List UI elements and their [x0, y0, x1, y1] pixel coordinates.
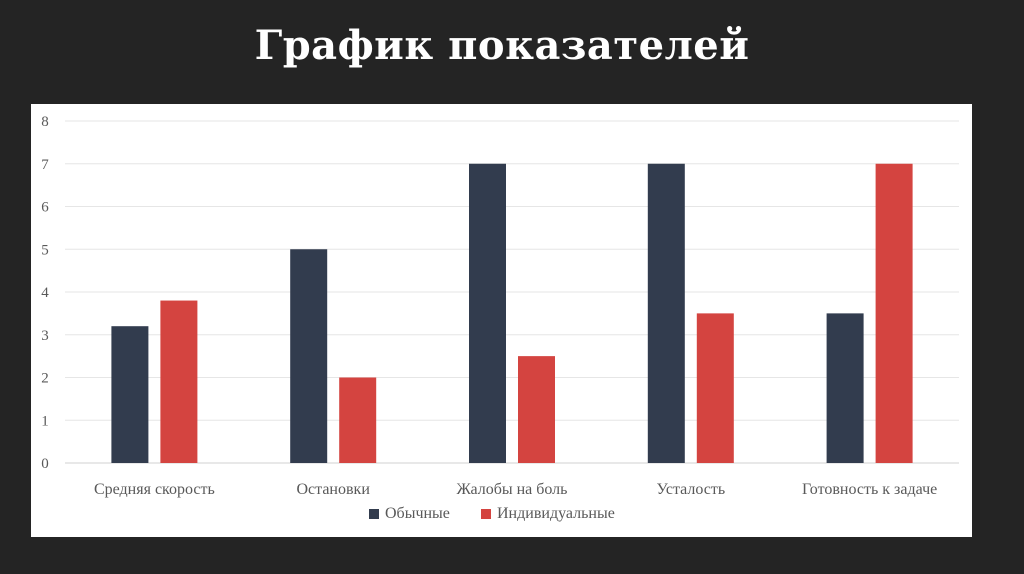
- bar-chart: 0 1 2 3 4 5 6 7 8 Средняя скорость Остановки Жалоб…: [41, 114, 959, 522]
- x-category-label: Готовность к задаче: [802, 481, 937, 498]
- y-tick-label: 0: [41, 456, 49, 472]
- bar-series1: [647, 163, 685, 463]
- bar-series1: [290, 249, 328, 463]
- legend-swatch: [481, 509, 491, 519]
- slide-title: График показателей: [254, 22, 750, 69]
- bar-series1: [469, 163, 506, 463]
- x-category-label: Средняя скорость: [94, 481, 215, 498]
- legend: Обычные Индивидуальные: [369, 505, 615, 522]
- x-axis-categories: Средняя скорость Остановки Жалобы на боль У…: [94, 481, 937, 498]
- y-tick-label: 7: [41, 157, 49, 173]
- y-tick-label: 1: [41, 413, 49, 429]
- legend-label: Обычные: [385, 505, 450, 522]
- y-tick-label: 6: [41, 200, 49, 216]
- bar-series1: [826, 313, 864, 463]
- x-category-label: Усталость: [656, 481, 725, 498]
- legend-label: Индивидуальные: [497, 505, 615, 522]
- bar-series2: [160, 300, 198, 463]
- bars-layer: [111, 163, 913, 463]
- bar-series2: [875, 163, 913, 463]
- y-tick-label: 2: [41, 371, 49, 387]
- bar-series1: [111, 326, 149, 463]
- y-tick-label: 8: [41, 114, 49, 130]
- chart-panel: 0 1 2 3 4 5 6 7 8 Средняя скорость Остановки Жалоб…: [31, 104, 972, 537]
- legend-swatch: [369, 509, 379, 519]
- y-axis-ticks: 0 1 2 3 4 5 6 7 8: [41, 114, 49, 472]
- y-tick-label: 4: [41, 285, 49, 301]
- x-category-label: Жалобы на боль: [457, 481, 568, 498]
- bar-series2: [339, 377, 377, 463]
- bar-series2: [518, 356, 555, 463]
- x-category-label: Остановки: [296, 481, 370, 498]
- y-tick-label: 3: [41, 328, 49, 344]
- grid-layer: [65, 120, 959, 464]
- y-tick-label: 5: [41, 242, 49, 258]
- bar-series2: [696, 313, 734, 463]
